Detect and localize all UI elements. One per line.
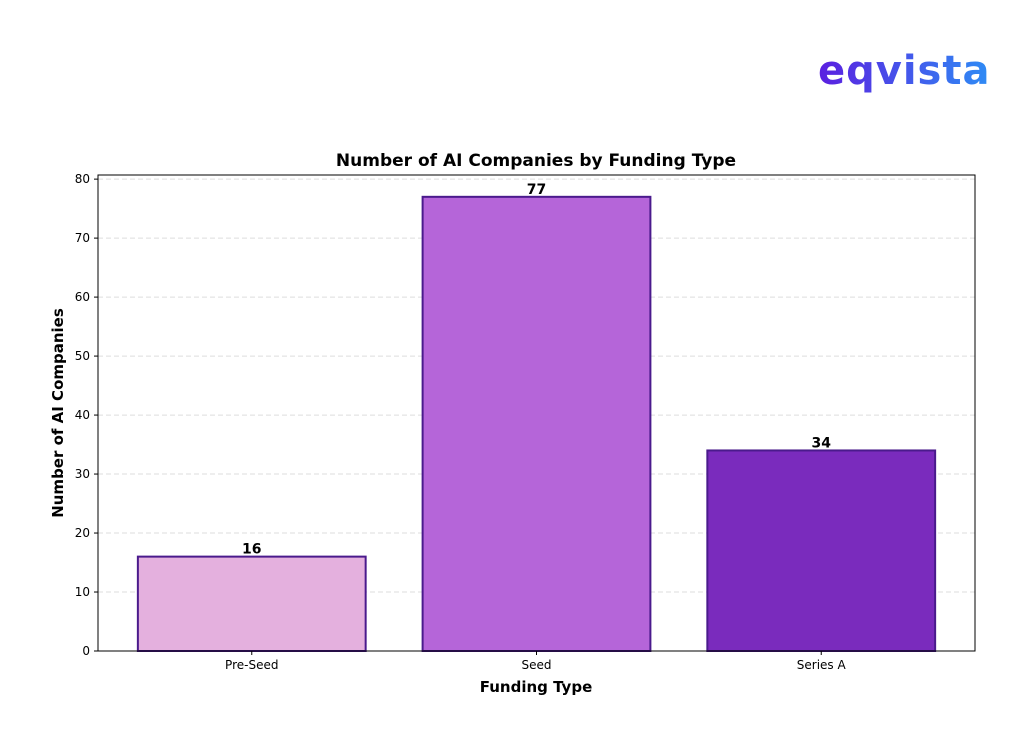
data-label: 34 bbox=[811, 435, 831, 451]
y-tick-label: 20 bbox=[75, 526, 90, 540]
y-tick-label: 70 bbox=[75, 231, 90, 245]
data-label: 77 bbox=[527, 182, 546, 198]
x-tick-label: Seed bbox=[522, 658, 552, 672]
y-axis-label: Number of AI Companies bbox=[49, 308, 67, 518]
x-tick-label: Series A bbox=[797, 658, 847, 672]
y-tick-label: 60 bbox=[75, 290, 90, 304]
chart-title: Number of AI Companies by Funding Type bbox=[336, 151, 736, 171]
y-tick-label: 30 bbox=[75, 467, 90, 481]
x-tick-label: Pre-Seed bbox=[225, 658, 278, 672]
bar-seed bbox=[421, 195, 652, 652]
bar-series-a bbox=[706, 449, 937, 652]
y-tick-label: 80 bbox=[75, 172, 90, 186]
y-tick-label: 10 bbox=[75, 585, 90, 599]
y-tick-label: 40 bbox=[75, 408, 90, 422]
x-axis-label: Funding Type bbox=[480, 678, 593, 696]
data-label: 16 bbox=[242, 542, 261, 558]
y-tick-label: 50 bbox=[75, 349, 90, 363]
y-tick-label: 0 bbox=[82, 644, 90, 658]
bar-pre-seed bbox=[136, 555, 367, 653]
eqvista-logo: eqvista bbox=[818, 48, 990, 94]
